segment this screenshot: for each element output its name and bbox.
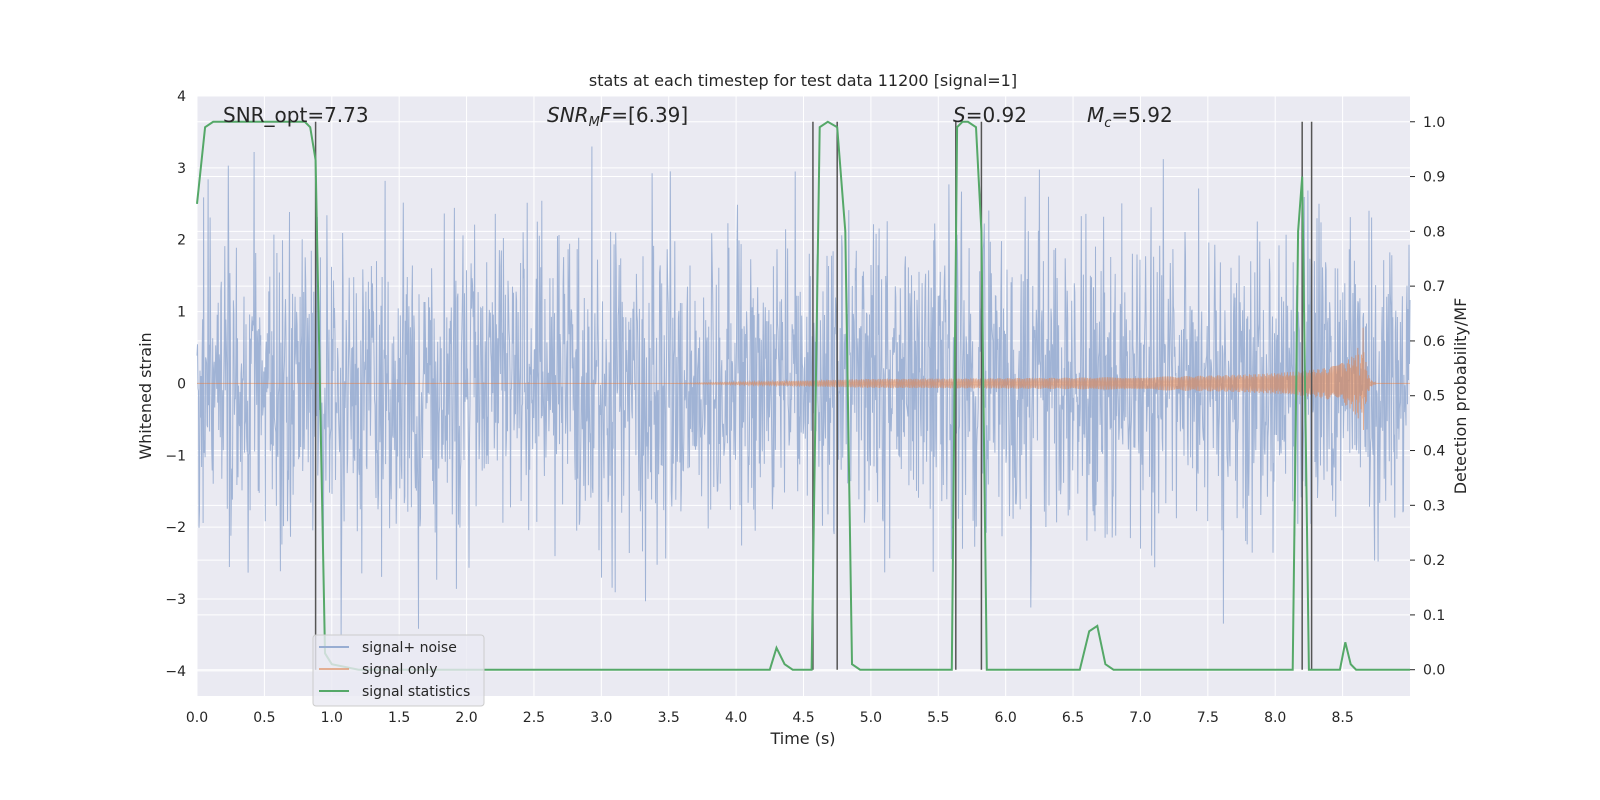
y-left-axis-label: Whitened strain	[136, 332, 155, 459]
y-left-tick-label: 4	[177, 89, 186, 105]
legend: signal+ noise signal only signal statist…	[312, 634, 485, 707]
x-tick-label: 7.5	[1197, 710, 1219, 726]
x-tick-label: 1.5	[388, 710, 410, 726]
x-tick-label: 8.5	[1331, 710, 1353, 726]
annotation-s: S=0.92	[953, 103, 1027, 127]
x-tick-label: 7.0	[1129, 710, 1151, 726]
y-right-tick-label: 0.5	[1423, 389, 1445, 405]
y-right-tick-label: 0.0	[1423, 663, 1445, 679]
y-right-tick-label: 0.7	[1423, 279, 1445, 295]
x-tick-label: 5.5	[927, 710, 949, 726]
annotation-snr-opt: SNR_opt=7.73	[223, 103, 369, 127]
y-right-tick-label: 0.4	[1423, 444, 1445, 460]
x-tick-label: 0.0	[186, 710, 208, 726]
y-right-tick-label: 1.0	[1423, 115, 1445, 131]
noise-line	[196, 146, 1411, 635]
y-left-tick-label: 3	[177, 161, 186, 177]
x-tick-label: 0.5	[253, 710, 275, 726]
y-left-tick-label: −2	[165, 520, 186, 536]
y-right-axis-ticks: 0.0 0.1 0.2 0.3 0.4 0.5 0.6 0.7 0.8 0.9 1.0	[1410, 115, 1445, 679]
y-right-tick-label: 0.6	[1423, 334, 1445, 350]
y-left-tick-label: −1	[165, 448, 186, 464]
y-right-tick-label: 0.8	[1423, 224, 1445, 240]
y-left-tick-label: −3	[165, 592, 186, 608]
signal-statistics-series	[196, 120, 1410, 671]
signal-line	[197, 327, 1410, 431]
y-left-axis-ticks: −4 −3 −2 −1 0 1 2 3 4	[165, 89, 186, 680]
y-left-tick-label: 1	[177, 305, 186, 321]
x-tick-label: 3.0	[590, 710, 612, 726]
signal-noise-series	[196, 146, 1411, 635]
x-tick-label: 2.5	[523, 710, 545, 726]
x-axis-label: Time (s)	[769, 729, 835, 748]
chart-title: stats at each timestep for test data 112…	[589, 71, 1017, 90]
signal-only-series	[197, 327, 1410, 431]
legend-box	[312, 634, 485, 707]
y-right-tick-label: 0.1	[1423, 608, 1445, 624]
y-right-tick-label: 0.3	[1423, 498, 1445, 514]
y-left-tick-label: 2	[177, 233, 186, 249]
x-tick-label: 5.0	[860, 710, 882, 726]
x-tick-label: 4.0	[725, 710, 747, 726]
x-tick-label: 1.0	[321, 710, 343, 726]
legend-label-signal: signal only	[362, 662, 437, 678]
legend-label-stats: signal statistics	[362, 684, 470, 700]
stats-line	[196, 120, 1410, 671]
x-tick-label: 4.5	[792, 710, 814, 726]
x-tick-label: 6.0	[995, 710, 1017, 726]
x-tick-label: 6.5	[1062, 710, 1084, 726]
y-right-tick-label: 0.9	[1423, 170, 1445, 186]
x-tick-label: 2.0	[455, 710, 477, 726]
x-tick-label: 3.5	[658, 710, 680, 726]
x-axis-ticks: 0.0 0.5 1.0 1.5 2.0 2.5 3.0 3.5 4.0 4.5 5.0 5.5 6.0 6…	[186, 710, 1354, 726]
y-left-tick-label: −4	[165, 664, 186, 680]
y-right-axis-label: Detection probability/MF	[1451, 298, 1470, 495]
grid	[196, 95, 1410, 696]
annotation-snr-mf: SNRMF=[6.39]	[547, 103, 688, 130]
y-left-tick-label: 0	[177, 376, 186, 392]
legend-label-noise: signal+ noise	[362, 640, 457, 656]
annotation-mc: Mc=5.92	[1087, 103, 1173, 131]
y-right-tick-label: 0.2	[1423, 553, 1445, 569]
x-tick-label: 8.0	[1264, 710, 1286, 726]
